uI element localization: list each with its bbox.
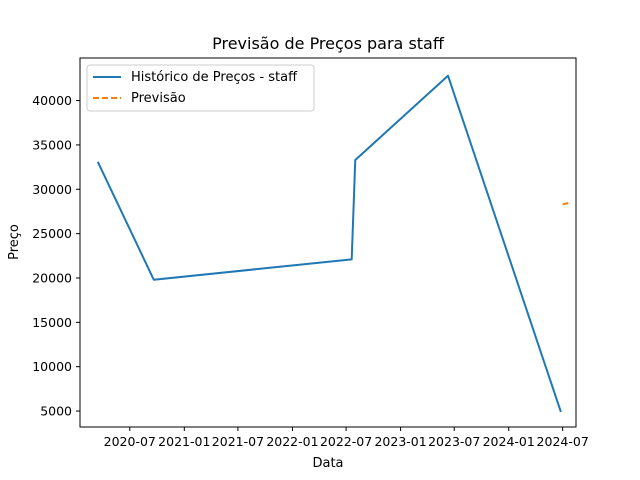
y-tick-label: 20000 bbox=[32, 270, 72, 285]
legend-label-previsao: Previsão bbox=[131, 91, 186, 106]
x-axis-label: Data bbox=[312, 456, 343, 471]
series-layer bbox=[96, 74, 569, 413]
x-tick-label: 2024-07 bbox=[537, 434, 589, 449]
x-tick-label: 2024-01 bbox=[483, 434, 535, 449]
y-tick-label: 5000 bbox=[40, 404, 72, 419]
x-tick-label: 2023-07 bbox=[428, 434, 480, 449]
legend-label-historico: Histórico de Preços - staff bbox=[131, 70, 298, 85]
x-tick-label: 2022-01 bbox=[266, 434, 318, 449]
y-tick-label: 35000 bbox=[32, 137, 72, 152]
x-tick-label: 2020-07 bbox=[104, 434, 156, 449]
x-tick-label: 2022-07 bbox=[320, 434, 372, 449]
y-tick-label: 30000 bbox=[32, 182, 72, 197]
chart-title: Previsão de Preços para staff bbox=[212, 34, 445, 53]
y-tick-label: 25000 bbox=[32, 226, 72, 241]
plot-area bbox=[79, 57, 577, 428]
legend: Histórico de Preços - staff Previsão bbox=[86, 64, 315, 112]
y-axis: 5000 10000 15000 20000 25000 30000 35000 40000 bbox=[32, 93, 80, 419]
series-line-0 bbox=[96, 74, 562, 413]
x-tick-label: 2023-01 bbox=[374, 434, 426, 449]
y-tick-label: 15000 bbox=[32, 315, 72, 330]
x-tick-label: 2021-01 bbox=[158, 434, 210, 449]
y-tick-label: 40000 bbox=[32, 93, 72, 108]
x-axis: 2020-07 2021-01 2021-07 2022-01 2022-07 2023-… bbox=[104, 427, 589, 449]
x-tick-label: 2021-07 bbox=[212, 434, 264, 449]
series-line-1 bbox=[562, 202, 569, 206]
y-tick-label: 10000 bbox=[32, 359, 72, 374]
y-axis-label: Preço bbox=[7, 224, 22, 260]
legend-box bbox=[86, 64, 315, 112]
